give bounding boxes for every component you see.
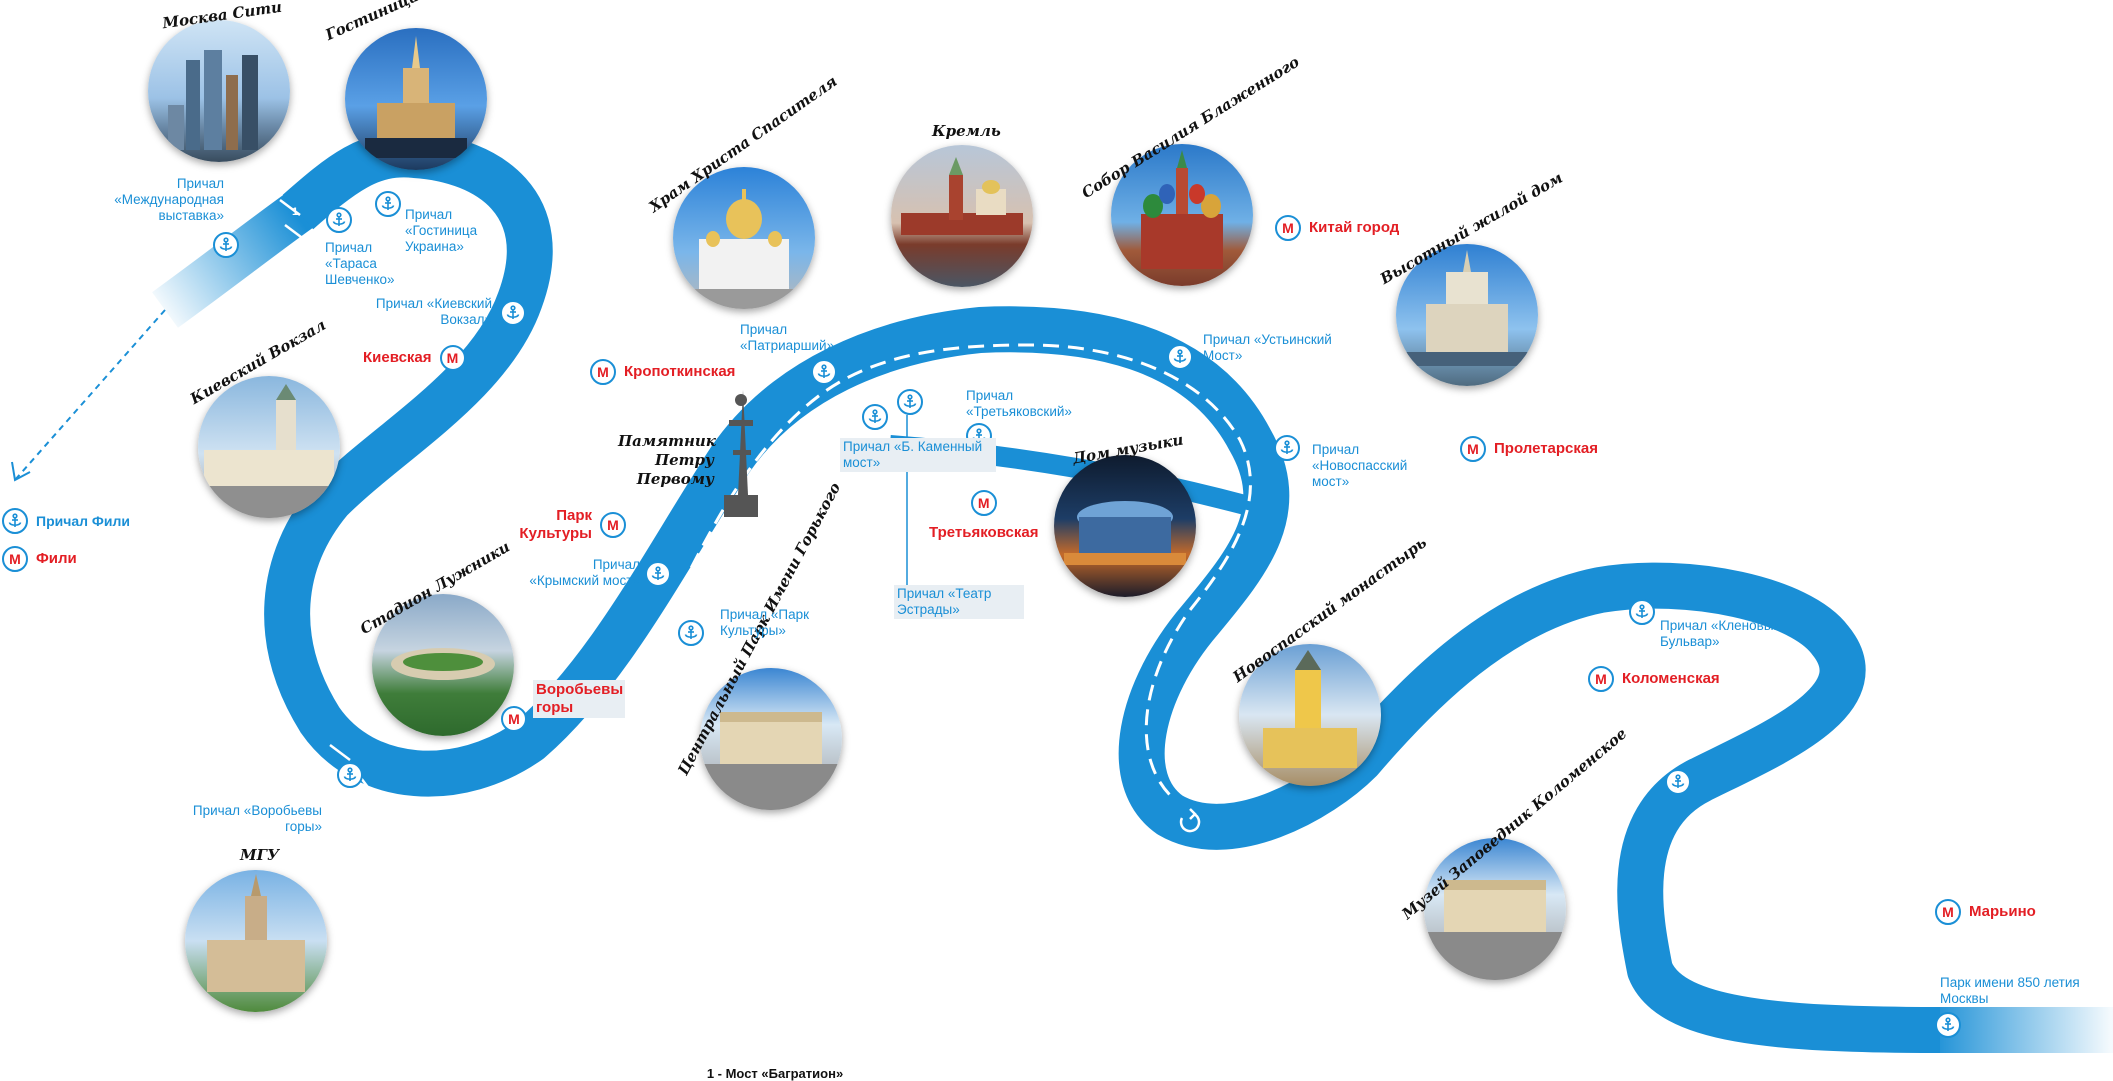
pier-label-patriarshy[interactable]: Причал «Патриарший» [740, 322, 835, 353]
photo-park-gorkogo [700, 668, 842, 810]
metro-label: Китай город [1309, 219, 1400, 236]
photo-sobor [1111, 144, 1253, 286]
photo-dom-muzyki [1054, 455, 1196, 597]
anchor-icon [2, 508, 28, 534]
photo-gostinica-ukraina [345, 28, 487, 170]
anchor-icon[interactable] [645, 561, 671, 587]
monument-peter [724, 390, 758, 517]
anchor-icon[interactable] [897, 389, 923, 415]
photo-kievsky-vokzal [198, 376, 340, 518]
landmark-title-kreml: Кремль [932, 122, 1001, 140]
u-turn-icon [1179, 808, 1201, 833]
metro-label: Воробьевы горы [533, 680, 625, 718]
bridge-number-label: 1 [292, 206, 299, 218]
anchor-icon[interactable] [213, 232, 239, 258]
anchor-icon[interactable] [375, 191, 401, 217]
pier-label-vorobyovy[interactable]: Причал «Воробьевы горы» [192, 803, 322, 834]
pier-label-fili: Причал Фили [36, 513, 130, 529]
anchor-icon[interactable] [1629, 599, 1655, 625]
pier-label-klenovy[interactable]: Причал «Кленовый Бульвар» [1660, 618, 1782, 649]
landmark-title-mgu: МГУ [240, 846, 280, 864]
anchor-icon[interactable] [500, 300, 526, 326]
anchor-icon[interactable] [678, 620, 704, 646]
metro-label: Кропоткинская [624, 363, 736, 380]
metro-label: Пролетарская [1494, 440, 1599, 457]
photo-mgu [185, 870, 327, 1012]
metro-kropotkinskaya[interactable]: М Кропоткинская [590, 359, 735, 385]
fili-arrowhead [11, 461, 31, 482]
metro-icon: М [590, 359, 616, 385]
anchor-icon[interactable] [326, 207, 352, 233]
river-west-fade [152, 192, 313, 328]
photo-vysotny [1396, 244, 1538, 386]
photo-novospassky [1239, 644, 1381, 786]
pier-label-ukraina[interactable]: Причал «Гостиница Украина» [405, 207, 478, 254]
metro-label: Парк Культуры [519, 507, 592, 542]
anchor-icon[interactable] [337, 762, 363, 788]
photo-kreml [891, 145, 1033, 287]
anchor-icon[interactable] [862, 404, 888, 430]
pier-label-ustinsky[interactable]: Причал «Устьинский Мост» [1203, 332, 1332, 363]
metro-label: Марьино [1969, 903, 2036, 920]
metro-tretyakovskaya[interactable]: М Третьяковская [929, 490, 1038, 542]
river-channel [264, 131, 1941, 1053]
landmark-title-pamyatnik: Памятник Петру Первому [618, 432, 716, 488]
metro-kievskaya[interactable]: М Киевская [363, 345, 466, 371]
pier-label-novospassky[interactable]: Причал «Новоспасский мост» [1312, 442, 1408, 489]
photo-kolomenskoe [1424, 838, 1566, 980]
metro-icon: М [1935, 899, 1961, 925]
metro-park-kultury[interactable]: М Парк Культуры [516, 507, 626, 543]
anchor-icon[interactable] [1274, 435, 1300, 461]
metro-vorobyovy-gory[interactable]: М Воробьевы горы [501, 680, 625, 732]
pier-label-kamenny[interactable]: Причал «Б. Каменный мост» [840, 438, 996, 472]
anchor-icon[interactable] [1665, 769, 1691, 795]
metro-proletarskaya[interactable]: М Пролетарская [1460, 436, 1598, 462]
anchor-icon[interactable] [1167, 344, 1193, 370]
legend-metro-fili[interactable]: М Фили [2, 546, 77, 572]
anchor-icon[interactable] [811, 359, 837, 385]
metro-maryino[interactable]: М Марьино [1935, 899, 2036, 925]
pier-label-teatr[interactable]: Причал «Театр Эстрады» [894, 585, 1024, 619]
metro-icon: М [970, 490, 997, 516]
bridge-footnote: 1 - Мост «Багратион» [706, 1066, 844, 1081]
metro-label: Фили [36, 550, 77, 567]
metro-icon: М [600, 512, 626, 538]
metro-label: Коломенская [1622, 670, 1720, 687]
pier-label-tretyakovsky[interactable]: Причал «Третьяковский» [966, 388, 1072, 419]
metro-icon: М [1275, 215, 1301, 241]
photo-moskva-siti [148, 20, 290, 162]
fili-direction [14, 309, 166, 481]
anchor-icon[interactable] [1935, 1012, 1961, 1038]
pier-label-park850[interactable]: Парк имени 850 летия Москвы [1940, 975, 2080, 1006]
pier-label-kievsky[interactable]: Причал «Киевский Вокзал» [375, 296, 492, 327]
metro-label: Киевская [363, 349, 432, 366]
photo-luzhniki [372, 594, 514, 736]
metro-icon: М [2, 546, 28, 572]
metro-label: Третьяковская [929, 524, 1039, 541]
metro-kitay-gorod[interactable]: М Китай город [1275, 215, 1399, 241]
metro-icon: М [501, 706, 527, 732]
metro-kolomenskaya[interactable]: М Коломенская [1588, 666, 1720, 692]
pier-label-park-kultury[interactable]: Причал «Парк Культуры» [720, 607, 810, 638]
metro-icon: М [1460, 436, 1486, 462]
metro-icon: М [439, 345, 466, 371]
pier-label-mezhdunarodnaya[interactable]: Причал «Международная выставка» [114, 176, 224, 223]
metro-icon: М [1588, 666, 1614, 692]
pier-label-tarasa[interactable]: Причал «Тараса Шевченко» [325, 240, 395, 287]
cruise-route [678, 343, 1252, 802]
pier-label-krymsky[interactable]: Причал «Крымский мост» [529, 557, 640, 588]
legend-pier-fili[interactable]: Причал Фили [2, 508, 130, 534]
